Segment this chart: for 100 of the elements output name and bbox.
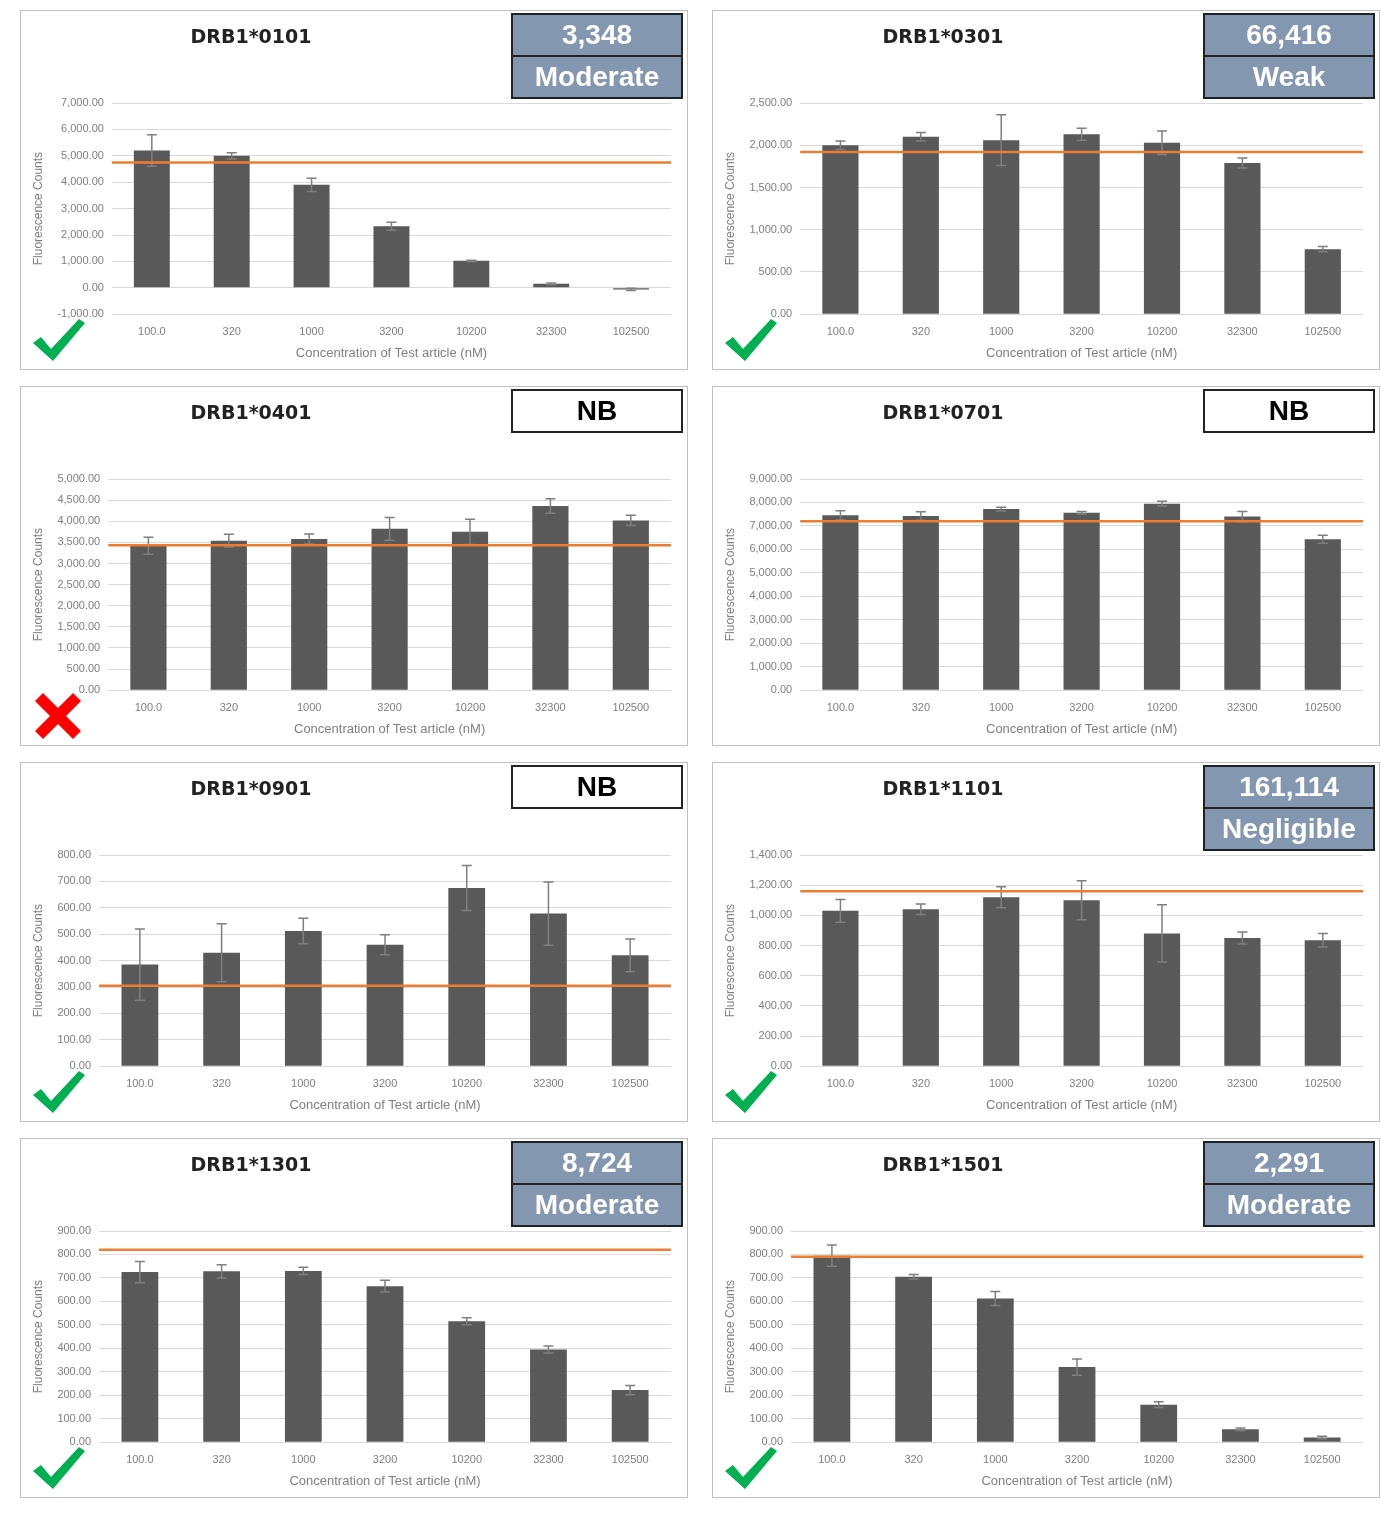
x-tick-label: 32300	[1227, 1076, 1258, 1089]
x-tick-label: 102500	[611, 1076, 649, 1089]
x-axis-title: Concentration of Test article (nM)	[985, 720, 1178, 736]
y-tick-label: 900.00	[749, 1224, 784, 1237]
chart-title: DRB1*0101	[189, 25, 313, 47]
y-axis-title: Fluorescence Counts	[30, 1279, 45, 1394]
x-tick-label: 32300	[1225, 1452, 1256, 1465]
text: NB	[511, 765, 683, 809]
y-tick-label: 4,000.00	[61, 175, 104, 188]
y-axis-title: Fluorescence Counts	[722, 527, 737, 642]
y-tick-label: 4,500.00	[57, 493, 101, 506]
y-tick-label: 500.00	[758, 264, 793, 277]
x-tick-label: 32300	[1227, 700, 1258, 713]
y-tick-label: 8,000.00	[749, 495, 793, 508]
x-tick-label: 10200	[451, 1076, 483, 1089]
y-tick-label: 3,000.00	[749, 612, 793, 625]
text: 66,416	[1203, 13, 1375, 57]
x-tick-label: 10200	[456, 324, 487, 337]
x-tick-label: 100.0	[134, 700, 163, 713]
y-tick-label: 0.00	[82, 280, 104, 293]
y-tick-label: 2,000.00	[749, 636, 793, 649]
y-tick-label: 600.00	[57, 1294, 92, 1307]
y-tick-label: 0.00	[761, 1435, 784, 1448]
y-tick-label: 2,500.00	[749, 96, 793, 109]
x-tick-label: 100.0	[826, 700, 855, 713]
y-tick-label: 2,000.00	[749, 138, 793, 151]
x-tick-label: 3200	[1069, 324, 1094, 337]
y-axis-title: Fluorescence Counts	[30, 527, 45, 642]
chart-title: DRB1*1501	[881, 1153, 1005, 1175]
x-tick-label: 102500	[1304, 1076, 1342, 1089]
chart-title: DRB1*1101	[881, 777, 1005, 799]
x-axis-title: Concentration of Test article (nM)	[985, 1096, 1178, 1112]
x-tick-label: 3200	[1069, 1076, 1094, 1089]
text: Moderate	[511, 1183, 683, 1227]
x-tick-label: 3200	[377, 700, 402, 713]
y-tick-label: 100.00	[57, 1411, 92, 1424]
y-tick-label: 600.00	[57, 900, 92, 913]
y-axis-title: Fluorescence Counts	[722, 1279, 737, 1394]
y-tick-label: 500.00	[57, 927, 92, 940]
x-tick-label: 32300	[535, 324, 567, 337]
y-tick-label: 200.00	[57, 1388, 92, 1401]
x-tick-label: 102500	[1304, 700, 1342, 713]
y-tick-label: 400.00	[758, 998, 793, 1011]
x-tick-label: 102500	[611, 1452, 649, 1465]
y-axis-title: Fluorescence Counts	[30, 151, 45, 266]
y-tick-label: 0.00	[770, 683, 793, 696]
x-tick-label: 1000	[988, 700, 1014, 713]
x-axis-title: Concentration of Test article (nM)	[985, 344, 1178, 360]
y-tick-label: 1,200.00	[749, 878, 793, 891]
x-tick-label: 3200	[379, 324, 404, 337]
chart-title: DRB1*0301	[881, 25, 1005, 47]
x-tick-label: 1000	[988, 324, 1014, 337]
y-tick-label: 1,500.00	[749, 180, 793, 193]
y-tick-label: 200.00	[758, 1029, 793, 1042]
y-tick-label: 2,500.00	[57, 577, 101, 590]
y-tick-label: 0.00	[770, 1059, 793, 1072]
y-tick-label: 200.00	[57, 1006, 92, 1019]
y-tick-label: 3,500.00	[57, 535, 101, 548]
chart-title: DRB1*0401	[189, 401, 313, 423]
y-tick-label: 800.00	[57, 1247, 92, 1260]
text: NB	[1203, 389, 1375, 433]
chart-title: DRB1*0701	[881, 401, 1005, 423]
text: 161,114	[1203, 765, 1375, 809]
x-tick-label: 1000	[988, 1076, 1014, 1089]
y-tick-label: 700.00	[57, 874, 92, 887]
x-tick-label: 3200	[1064, 1452, 1090, 1465]
text: Negligible	[1203, 807, 1375, 851]
x-tick-label: 1000	[291, 1452, 316, 1465]
y-axis-title: Fluorescence Counts	[722, 903, 737, 1018]
y-tick-label: 4,000.00	[749, 589, 793, 602]
y-tick-label: 900.00	[57, 1224, 92, 1237]
x-tick-label: 32300	[533, 1076, 564, 1089]
x-tick-label: 100.0	[826, 324, 855, 337]
y-tick-label: 500.00	[57, 1317, 92, 1330]
x-axis-title: Concentration of Test article (nM)	[295, 344, 488, 360]
y-tick-label: 600.00	[758, 968, 793, 981]
y-tick-label: -1,000.00	[57, 307, 104, 320]
x-tick-label: 102500	[612, 700, 650, 713]
text: Weak	[1203, 55, 1375, 99]
y-tick-label: 5,000.00	[61, 148, 104, 161]
x-tick-label: 10200	[1143, 1452, 1175, 1465]
y-tick-label: 800.00	[57, 848, 92, 861]
y-tick-label: 400.00	[749, 1341, 784, 1354]
y-tick-label: 100.00	[57, 1032, 92, 1045]
text: 2,291	[1203, 1141, 1375, 1185]
text: Moderate	[511, 55, 683, 99]
y-tick-label: 1,000.00	[749, 222, 793, 235]
x-tick-label: 320	[212, 1452, 231, 1465]
y-tick-label: 0.00	[69, 1059, 92, 1072]
y-tick-label: 700.00	[57, 1270, 92, 1283]
x-axis-title: Concentration of Test article (nM)	[293, 720, 486, 736]
x-tick-label: 1000	[291, 1076, 316, 1089]
x-tick-label: 10200	[1146, 700, 1178, 713]
y-tick-label: 100.00	[749, 1411, 784, 1424]
y-tick-label: 0.00	[770, 307, 793, 320]
x-tick-label: 100.0	[826, 1076, 855, 1089]
y-tick-label: 0.00	[69, 1435, 92, 1448]
y-tick-label: 1,400.00	[749, 848, 793, 861]
y-tick-label: 800.00	[749, 1247, 784, 1260]
x-tick-label: 1000	[983, 1452, 1008, 1465]
